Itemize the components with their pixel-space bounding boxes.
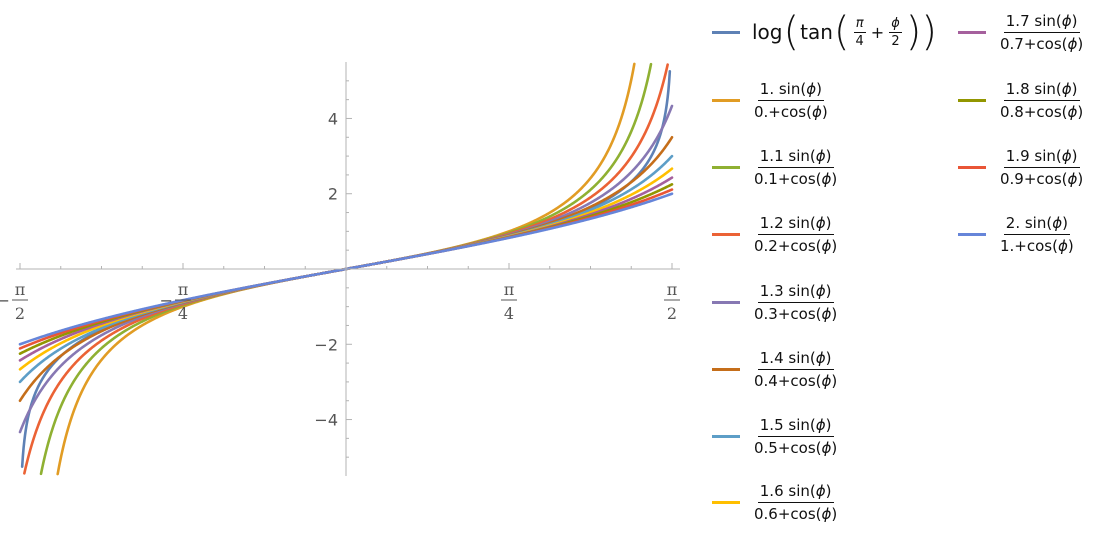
x-tick-denominator: 4	[178, 304, 188, 323]
x-tick-numerator: π	[178, 280, 189, 299]
x-tick-numerator: π	[667, 280, 678, 299]
legend-swatch	[712, 232, 740, 236]
x-tick-label: π4	[501, 280, 517, 323]
x-tick-denominator: 2	[667, 304, 677, 323]
legend-item-7: 1.6 sin(ϕ) 0.6+cos(ϕ)	[712, 480, 839, 524]
legend-item-3: 1.2 sin(ϕ) 0.2+cos(ϕ)	[712, 212, 839, 256]
legend-item-2: 1.1 sin(ϕ) 0.1+cos(ϕ)	[712, 145, 839, 189]
legend-swatch	[712, 98, 740, 102]
legend-label: 1.8 sin(ϕ) 0.8+cos(ϕ)	[1000, 79, 1084, 121]
legend-swatch	[958, 232, 986, 236]
legend: log(tan(π 4 + ϕ 2)) 1. sin(ϕ) 0.+cos(ϕ) 1.1 s…	[712, 12, 1112, 527]
legend-item-0: log(tan(π 4 + ϕ 2))	[712, 10, 938, 54]
x-tick-numerator: π	[15, 280, 26, 299]
legend-label: 1.3 sin(ϕ) 0.3+cos(ϕ)	[754, 281, 838, 323]
x-tick-denominator: 2	[15, 304, 25, 323]
y-tick-label: 2	[328, 185, 338, 204]
x-tick-label: π2	[664, 280, 680, 323]
legend-swatch	[712, 500, 740, 504]
legend-swatch	[958, 165, 986, 169]
legend-label: 1.6 sin(ϕ) 0.6+cos(ϕ)	[754, 481, 838, 523]
legend-swatch	[712, 367, 740, 371]
legend-swatch	[712, 30, 740, 34]
legend-item-1: 1. sin(ϕ) 0.+cos(ϕ)	[712, 78, 830, 122]
legend-item-10: 1.9 sin(ϕ) 0.9+cos(ϕ)	[958, 145, 1085, 189]
y-tick-label: −2	[314, 335, 338, 354]
x-tick-label: π 4−	[160, 280, 191, 323]
legend-swatch	[712, 434, 740, 438]
legend-swatch	[712, 300, 740, 304]
legend-item-5: 1.4 sin(ϕ) 0.4+cos(ϕ)	[712, 347, 839, 391]
legend-label: 1.4 sin(ϕ) 0.4+cos(ϕ)	[754, 348, 838, 390]
legend-label: 1.5 sin(ϕ) 0.5+cos(ϕ)	[754, 415, 838, 457]
x-tick-sign: −	[0, 291, 10, 310]
y-tick-label: 4	[328, 109, 338, 128]
legend-swatch	[958, 98, 986, 102]
legend-label: log(tan(π 4 + ϕ 2))	[752, 9, 937, 55]
legend-item-8: 1.7 sin(ϕ) 0.7+cos(ϕ)	[958, 10, 1085, 54]
legend-label: 1.9 sin(ϕ) 0.9+cos(ϕ)	[1000, 146, 1084, 188]
x-tick-sign: −	[160, 291, 173, 310]
legend-label: 1.2 sin(ϕ) 0.2+cos(ϕ)	[754, 213, 838, 255]
legend-swatch	[958, 30, 986, 34]
y-tick-label: −4	[314, 411, 338, 430]
legend-item-4: 1.3 sin(ϕ) 0.3+cos(ϕ)	[712, 280, 839, 324]
legend-item-11: 2. sin(ϕ) 1.+cos(ϕ)	[958, 212, 1076, 256]
legend-label: 1.1 sin(ϕ) 0.1+cos(ϕ)	[754, 146, 838, 188]
legend-item-9: 1.8 sin(ϕ) 0.8+cos(ϕ)	[958, 78, 1085, 122]
x-tick-numerator: π	[504, 280, 515, 299]
legend-swatch	[712, 165, 740, 169]
legend-item-6: 1.5 sin(ϕ) 0.5+cos(ϕ)	[712, 414, 839, 458]
x-tick-denominator: 4	[504, 304, 514, 323]
legend-label: 2. sin(ϕ) 1.+cos(ϕ)	[1000, 213, 1074, 255]
legend-label: 1.7 sin(ϕ) 0.7+cos(ϕ)	[1000, 11, 1084, 53]
legend-label: 1. sin(ϕ) 0.+cos(ϕ)	[754, 79, 828, 121]
x-tick-label: π 2−	[0, 280, 28, 323]
